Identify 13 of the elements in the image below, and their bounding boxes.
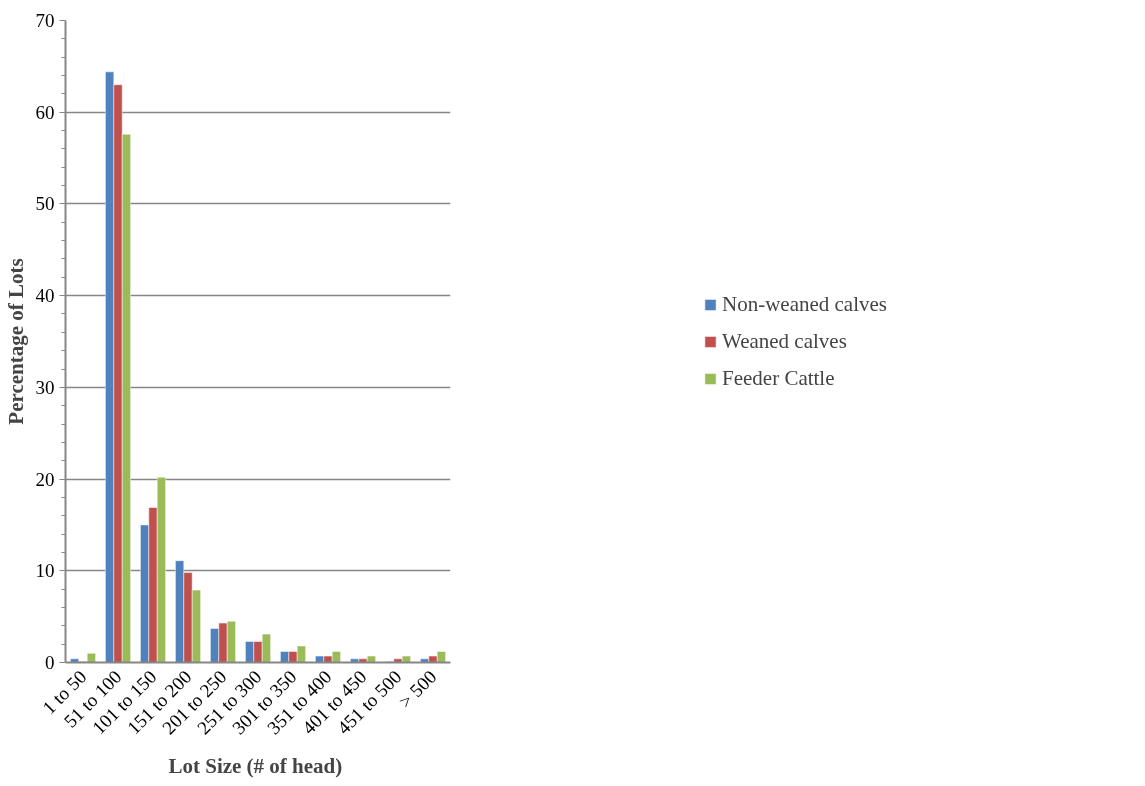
y-tick-label: 40 [35,285,55,307]
x-axis-title: Lot Size (# of head) [168,753,343,778]
y-tick-label: 30 [35,376,55,398]
y-tick-label: 60 [35,101,55,123]
legend-label: Feeder Cattle [721,365,835,391]
legend-label: Non-weaned calves [721,291,888,317]
y-tick-label: 20 [35,468,55,490]
y-tick-label: 70 [35,10,55,31]
y-tick-label: 50 [35,193,55,215]
y-axis-title: Percentage of Lots [3,258,28,425]
y-tick-label: 10 [35,560,55,582]
legend-label: Weaned calves [721,328,847,354]
y-tick-label: 0 [45,652,55,673]
